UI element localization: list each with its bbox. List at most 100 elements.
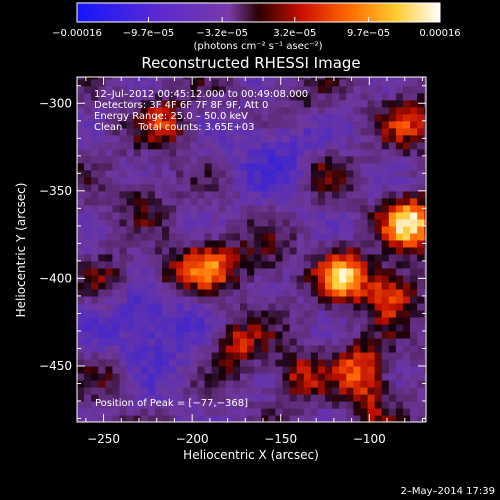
heatmap-cell [353, 372, 362, 381]
heatmap-cell [381, 351, 390, 360]
heatmap-cell [417, 141, 425, 150]
heatmap-cell [346, 274, 354, 283]
heatmap-cell [261, 85, 269, 94]
heatmap-cell [310, 309, 319, 318]
heatmap-cell [154, 400, 163, 409]
heatmap-cell [126, 232, 135, 241]
heatmap-cell [282, 197, 291, 206]
heatmap-cell [119, 232, 128, 241]
heatmap-cell [374, 344, 383, 353]
heatmap-cell [339, 309, 347, 318]
heatmap-cell [147, 183, 156, 192]
heatmap-cell [133, 400, 142, 409]
heatmap-cell [261, 379, 269, 388]
heatmap-cell [162, 169, 170, 178]
heatmap-cell [367, 309, 376, 318]
heatmap-cell [112, 295, 121, 304]
heatmap-cell [289, 155, 298, 164]
heatmap-cell [204, 141, 213, 150]
heatmap-cell [140, 393, 149, 402]
heatmap-cell [339, 372, 347, 381]
heatmap-cell [169, 120, 177, 129]
heatmap-cell [169, 372, 177, 381]
heatmap-cell [346, 120, 354, 129]
heatmap-cell [225, 372, 234, 381]
heatmap-cell [169, 162, 177, 171]
heatmap-cell [303, 337, 312, 346]
heatmap-cell [247, 204, 255, 213]
heatmap-cell [268, 274, 277, 283]
heatmap-cell [339, 274, 347, 283]
heatmap-cell [402, 78, 411, 87]
heatmap-cell [410, 274, 418, 283]
heatmap-cell [417, 190, 425, 199]
heatmap-cell [332, 302, 340, 311]
heatmap-cell [367, 393, 376, 402]
heatmap-cell [183, 113, 191, 122]
heatmap-cell [346, 197, 354, 206]
heatmap-cell [105, 78, 114, 87]
heatmap-cell [133, 127, 142, 136]
heatmap-cell [91, 120, 99, 129]
heatmap-cell [154, 393, 163, 402]
heatmap-cell [388, 274, 397, 283]
heatmap-cell [154, 330, 163, 339]
heatmap-cell [169, 302, 177, 311]
heatmap-cell [339, 148, 347, 157]
heatmap-cell [204, 414, 213, 422]
heatmap-cell [84, 218, 92, 227]
heatmap-cell [410, 148, 418, 157]
heatmap-cell [77, 211, 85, 220]
heatmap-cell [247, 113, 255, 122]
heatmap-cell [239, 344, 248, 353]
heatmap-cell [140, 148, 149, 157]
heatmap-cell [325, 197, 333, 206]
heatmap-cell [84, 183, 92, 192]
heatmap-cell [197, 330, 206, 339]
colorbar-tick-label: 0.00016 [419, 28, 460, 39]
heatmap-cell [211, 407, 220, 416]
heatmap-cell [105, 365, 114, 374]
heatmap-cell [261, 407, 269, 416]
heatmap-cell [254, 274, 262, 283]
heatmap-cell [77, 365, 85, 374]
heatmap-cell [211, 337, 220, 346]
heatmap-cell [77, 120, 85, 129]
heatmap-cell [162, 85, 170, 94]
heatmap-cell [140, 232, 149, 241]
heatmap-cell [254, 134, 262, 143]
heatmap-cell [325, 155, 333, 164]
heatmap-cell [417, 344, 425, 353]
heatmap-cell [105, 211, 114, 220]
heatmap-cell [346, 295, 354, 304]
heatmap-cell [424, 113, 426, 122]
heatmap-cell [317, 344, 326, 353]
heatmap-cell [275, 113, 284, 122]
heatmap-cell [169, 127, 177, 136]
heatmap-cell [84, 358, 92, 367]
heatmap-cell [346, 365, 354, 374]
heatmap-cell [367, 358, 376, 367]
heatmap-cell [374, 106, 383, 115]
heatmap-cell [77, 78, 85, 87]
heatmap-cell [275, 204, 284, 213]
heatmap-cell [388, 120, 397, 129]
heatmap-cell [77, 260, 85, 269]
heatmap-cell [225, 267, 234, 276]
heatmap-cell [346, 281, 354, 290]
heatmap-cell [381, 134, 390, 143]
heatmap-cell [119, 113, 128, 122]
heatmap-cell [254, 288, 262, 297]
heatmap-cell [360, 295, 369, 304]
heatmap-cell [169, 337, 177, 346]
heatmap-cell [98, 239, 106, 248]
heatmap-cell [119, 309, 128, 318]
heatmap-cell [367, 99, 376, 108]
heatmap-cell [374, 281, 383, 290]
heatmap-cell [381, 358, 390, 367]
heatmap-cell [275, 148, 284, 157]
heatmap-cell [395, 358, 404, 367]
heatmap-cell [417, 267, 425, 276]
heatmap-cell [133, 330, 142, 339]
heatmap-cell [303, 302, 312, 311]
